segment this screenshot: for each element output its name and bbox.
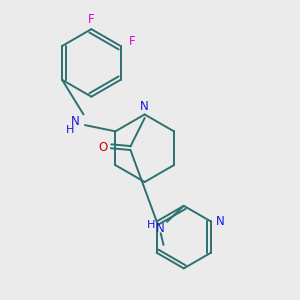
Text: N: N xyxy=(156,222,165,236)
Text: O: O xyxy=(98,141,108,154)
Text: H: H xyxy=(147,220,156,230)
Text: N: N xyxy=(140,100,149,113)
Text: N: N xyxy=(71,115,80,128)
Text: N: N xyxy=(215,215,224,228)
Text: H: H xyxy=(66,125,74,135)
Text: F: F xyxy=(88,13,95,26)
Text: F: F xyxy=(129,35,135,48)
